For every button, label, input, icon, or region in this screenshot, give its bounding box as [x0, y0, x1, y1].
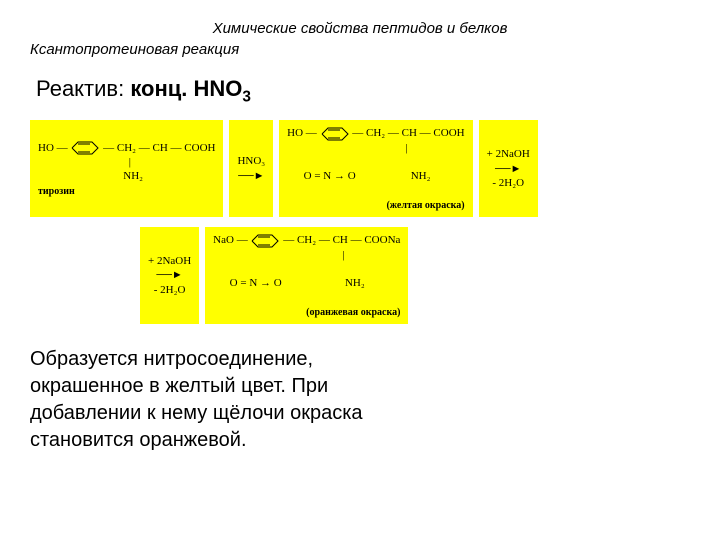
txt: становится оранжевой.	[30, 427, 690, 454]
arrow-icon: ──►	[148, 268, 191, 282]
txt: Образуется нитросоединение,	[30, 346, 690, 373]
main-title: Химические свойства пептидов и белков	[30, 20, 690, 37]
compound-name: тирозин	[38, 186, 215, 197]
txt: NaO —	[213, 234, 248, 246]
benzene-ring-icon	[250, 234, 280, 248]
reaction-step-2: + 2NaOH ──► - 2H₂O NaO — — CH₂ — CH — CO…	[140, 227, 690, 324]
reaction-step-1: HO — — CH₂ — CH — COOH | NH₂ тирозин HNO…	[30, 120, 690, 217]
side-reagent-1: + 2NaOH ──► - 2H₂O	[479, 120, 538, 217]
txt: HNO₃	[237, 154, 265, 168]
txt: + 2NaOH	[148, 254, 191, 268]
reagent-label: Реактив:	[36, 76, 130, 101]
product-yellow: HO — — CH₂ — CH — COOH | O = N → O NH₂ (…	[279, 120, 472, 217]
conclusion-text: Образуется нитросоединение, окрашенное в…	[30, 346, 690, 454]
reagent-line: Реактив: конц. HNO3	[36, 76, 690, 106]
txt: O = N → O	[304, 170, 356, 182]
txt: — CH₂ — CH — COOH	[352, 127, 464, 139]
txt: HO —	[287, 127, 317, 139]
txt: + 2NaOH	[487, 147, 530, 161]
color-label: (оранжевая окраска)	[213, 307, 400, 318]
txt: — CH₂ — CH — COONa	[283, 234, 400, 246]
arrow-reagent-1: HNO₃ ──►	[229, 120, 273, 217]
txt: HO —	[38, 142, 68, 154]
txt: — CH₂ — CH — COOH	[103, 142, 215, 154]
txt: - 2H₂O	[148, 283, 191, 297]
txt: O = N → O	[230, 277, 282, 289]
subtitle: Ксантопротеиновая реакция	[30, 41, 690, 58]
txt: - 2H₂O	[487, 176, 530, 190]
reagent-formula: конц. HNO	[130, 76, 242, 101]
reagent-sub: 3	[242, 88, 251, 105]
benzene-ring-icon	[320, 127, 350, 141]
txt: NH₂	[282, 277, 365, 289]
txt: |	[287, 141, 464, 155]
txt: |	[213, 248, 400, 262]
txt: NH₂	[356, 170, 431, 182]
arrow-icon: ──►	[487, 162, 530, 176]
color-label: (желтая окраска)	[287, 200, 464, 211]
txt: добавлении к нему щёлочи окраска	[30, 400, 690, 427]
txt: |	[38, 155, 215, 169]
arrow-icon: ──►	[237, 169, 265, 183]
reactant-tyrosine: HO — — CH₂ — CH — COOH | NH₂ тирозин	[30, 120, 223, 217]
txt: окрашенное в желтый цвет. При	[30, 373, 690, 400]
product-orange: NaO — — CH₂ — CH — COONa | O = N → O NH₂…	[205, 227, 408, 324]
benzene-ring-icon	[70, 141, 100, 155]
txt: NH₂	[38, 169, 215, 183]
side-reagent-2: + 2NaOH ──► - 2H₂O	[140, 227, 199, 324]
